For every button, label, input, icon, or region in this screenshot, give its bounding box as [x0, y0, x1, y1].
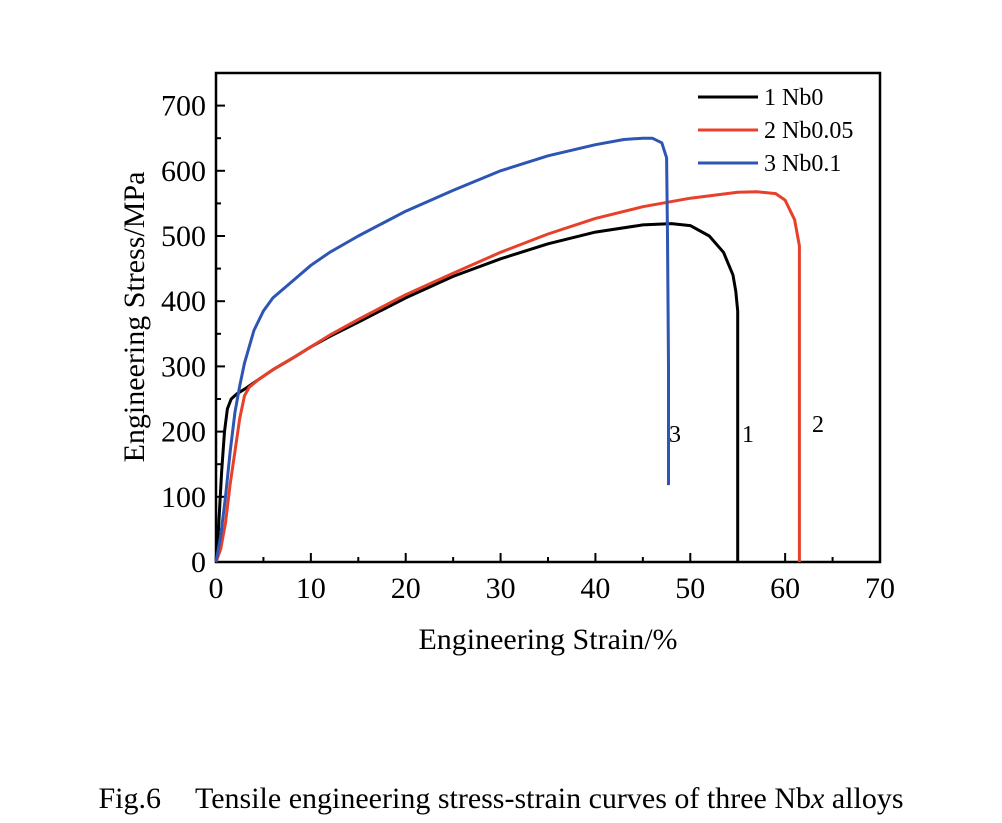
y-tick-label: 700	[161, 90, 206, 123]
y-tick-label: 200	[161, 416, 206, 449]
series-line	[214, 222, 740, 563]
y-axis-label: Engineering Stress/MPa	[118, 172, 151, 463]
caption-text: Tensile engineering stress-strain curves…	[195, 782, 812, 815]
x-tick-label: 60	[770, 572, 800, 605]
x-tick-label: 0	[209, 572, 224, 605]
x-tick-label: 20	[391, 572, 421, 605]
x-tick-label: 50	[675, 572, 705, 605]
plot-frame	[214, 71, 882, 564]
y-tick-label: 500	[161, 220, 206, 253]
caption-text-end: alloys	[824, 782, 904, 815]
x-tick-label: 40	[580, 572, 610, 605]
figure-caption: Fig.6 Tensile engineering stress-strain c…	[0, 782, 1002, 816]
x-tick-label: 30	[486, 572, 516, 605]
x-tick-label: 10	[296, 572, 326, 605]
caption-italic-x: x	[811, 782, 825, 815]
y-axis-ticks: 0 100 200 300 400 500 600 700	[161, 90, 225, 579]
y-tick-label: 400	[161, 285, 206, 318]
series-curve-label: 3	[669, 422, 681, 448]
figure-label: Fig.6	[98, 782, 161, 815]
legend-label: 3 Nb0.1	[764, 151, 841, 177]
x-axis-label: Engineering Strain/%	[418, 623, 677, 656]
series-curve-labels: 1 2 3	[669, 412, 824, 448]
series-line	[214, 190, 801, 563]
y-tick-label: 600	[161, 155, 206, 188]
legend: 1 Nb0 2 Nb0.05 3 Nb0.1	[698, 85, 853, 177]
y-tick-label: 300	[161, 350, 206, 383]
y-tick-label: 100	[161, 481, 206, 514]
series-lines	[214, 136, 801, 563]
legend-label: 2 Nb0.05	[764, 118, 853, 144]
series-curve-label: 1	[742, 422, 754, 448]
series-line	[214, 136, 670, 563]
series-curve-label: 2	[812, 412, 824, 438]
y-tick-label: 0	[191, 546, 206, 579]
x-tick-label: 70	[865, 572, 895, 605]
x-axis-ticks: 0 10 20 30 40 50 60 70	[209, 553, 895, 605]
stress-strain-chart: 0 10 20 30 40 50 60 70 0 100 200 300 400 500 600 700 1…	[118, 71, 895, 656]
legend-label: 1 Nb0	[764, 85, 823, 111]
